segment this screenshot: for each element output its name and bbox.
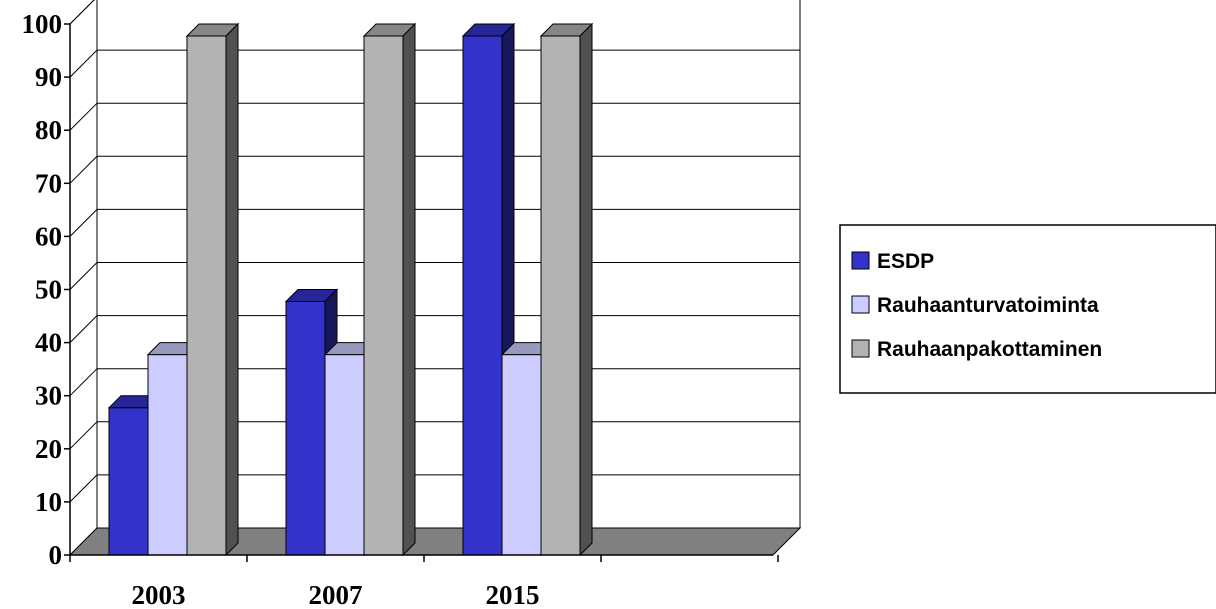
bar-side [402, 22, 416, 557]
bar-front [501, 354, 542, 556]
y-tick-label: 70 [35, 168, 62, 198]
y-tick-label: 40 [35, 328, 62, 358]
bar [539, 22, 594, 557]
y-tick-label: 80 [35, 115, 62, 145]
x-axis-ticks: 2003 2007 2015 [69, 555, 779, 609]
bars [107, 22, 594, 557]
bar-side [225, 22, 239, 557]
x-tick-label: 2003 [132, 580, 186, 609]
bar-front [363, 35, 404, 556]
bar-front [324, 354, 365, 556]
bar [461, 22, 516, 557]
bar [185, 22, 240, 557]
x-tick-label: 2015 [486, 580, 540, 609]
x-tick-label: 2007 [309, 580, 363, 609]
legend-label: Rauhaanturvatoiminta [877, 294, 1099, 317]
bar-side [579, 22, 593, 557]
legend-label: ESDP [877, 250, 934, 273]
y-tick-label: 10 [35, 487, 62, 517]
y-tick-label: 0 [49, 540, 63, 570]
legend-swatch [851, 251, 870, 270]
legend: ESDP Rauhaanturvatoiminta Rauhaanpakottami… [839, 224, 1216, 394]
side-wall [69, 0, 98, 557]
y-tick-label: 60 [35, 221, 62, 251]
bar-front [108, 407, 149, 556]
y-axis-ticks: 0 10 20 30 40 50 60 70 80 90 100 [22, 9, 70, 570]
bar-front [462, 35, 503, 556]
y-tick-label: 20 [35, 434, 62, 464]
y-tick-label: 50 [35, 275, 62, 305]
bar-front [147, 354, 188, 556]
y-tick-label: 90 [35, 62, 62, 92]
bar [362, 22, 417, 557]
legend-swatch [851, 339, 870, 358]
y-tick-label: 100 [22, 9, 63, 39]
gridline [69, 0, 95, 25]
y-tick-label: 30 [35, 381, 62, 411]
bar-front [540, 35, 581, 556]
legend-label: Rauhaanpakottaminen [877, 338, 1102, 361]
legend-box [839, 224, 1216, 394]
bar-front [285, 301, 326, 556]
legend-swatch [851, 295, 870, 314]
bar-front [186, 35, 227, 556]
